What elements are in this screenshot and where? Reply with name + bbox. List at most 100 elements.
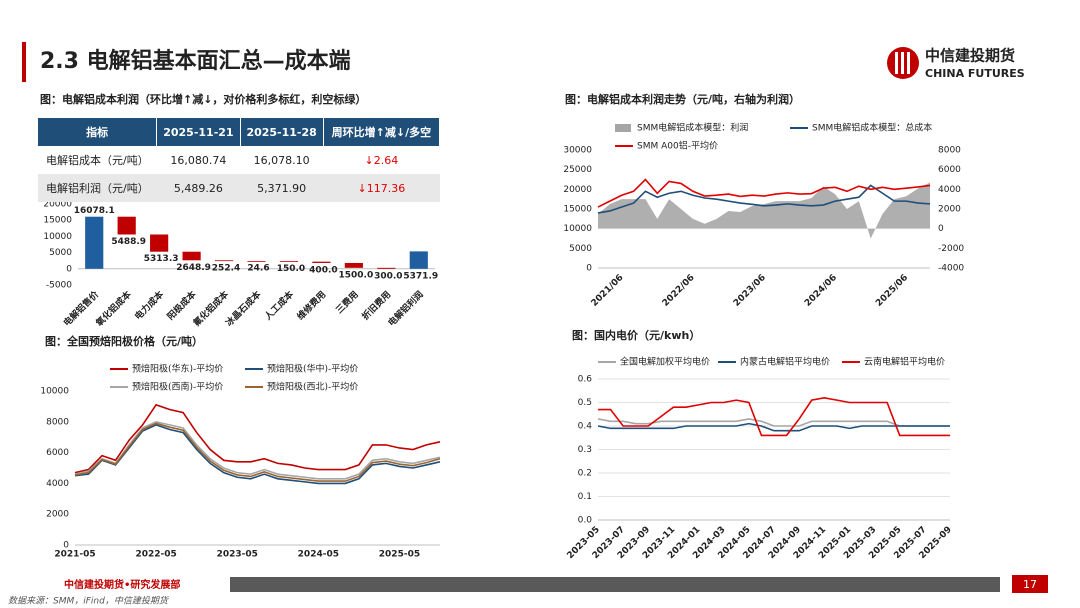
- bar: [344, 262, 363, 268]
- data-label: 16078.1: [74, 206, 115, 216]
- table-header: 2025-11-28: [240, 118, 324, 146]
- x-tick-label: 2025-05: [379, 550, 420, 560]
- table-title: 图：电解铝成本利润（环比增↑减↓，对价格利多标红，利空标绿）: [40, 92, 366, 106]
- y-tick-label: 0.5: [578, 398, 592, 408]
- x-tick-label: 2023/06: [732, 273, 768, 309]
- y-tick-label: 10000: [43, 232, 72, 242]
- bar: [279, 261, 299, 262]
- y-tick-label: 20000: [43, 200, 72, 210]
- data-label: 24.6: [247, 264, 269, 274]
- y-tick-label: 4000: [46, 479, 69, 489]
- x-tick-label: 2022/06: [661, 273, 697, 309]
- y-tick-label: 0.3: [578, 445, 592, 455]
- y-tick-label: 20000: [563, 185, 592, 195]
- table-cell: ↓117.36: [323, 174, 440, 202]
- legend-label: 全国电解加权平均电价: [620, 356, 710, 368]
- legend-label: 预焙阳极(华东)-平均价: [132, 363, 223, 375]
- y2-tick-label: -2000: [938, 244, 964, 254]
- table-header: 周环比增↑减↓/多空: [323, 118, 441, 146]
- x-tick-label: 2025/06: [874, 273, 910, 309]
- table-cell: 电解铝成本（元/吨）: [38, 146, 157, 174]
- x-tick-label: 冰晶石成本: [223, 288, 264, 329]
- legend-label: SMM电解铝成本模型：总成本: [812, 122, 932, 134]
- y2-tick-label: 2000: [938, 205, 961, 215]
- chart-title: 图：电解铝成本利润走势（元/吨，右轴为利润）: [565, 92, 800, 106]
- y-tick-label: -5000: [46, 281, 72, 291]
- y-tick-label: 15000: [43, 216, 72, 226]
- y2-tick-label: 4000: [938, 185, 961, 195]
- line: [74, 422, 441, 482]
- footer-label-bg: [60, 577, 230, 592]
- x-tick-label: 2021-05: [54, 550, 95, 560]
- bar: [214, 260, 234, 262]
- y-tick-label: 0.1: [578, 492, 592, 502]
- x-tick-label: 人工成本: [261, 288, 296, 323]
- y-tick-label: 0.4: [578, 422, 593, 432]
- x-tick-label: 2021/06: [590, 273, 626, 309]
- bar: [377, 267, 396, 269]
- logo-en: CHINA FUTURES: [925, 67, 1025, 80]
- y-tick-label: 0: [63, 541, 69, 551]
- y-tick-label: 5000: [49, 248, 72, 258]
- y-tick-label: 0: [586, 264, 592, 274]
- y-tick-label: 10000: [563, 224, 592, 234]
- bar: [85, 216, 104, 269]
- bar: [182, 251, 201, 261]
- line: [74, 403, 441, 474]
- footer-dept: 中信建投期货•研究发展部: [64, 578, 180, 591]
- line: [74, 420, 441, 480]
- y-tick-label: 30000: [563, 146, 592, 156]
- legend-label: 预焙阳极(西南)-平均价: [132, 381, 223, 393]
- x-tick-label: 折旧费用: [359, 288, 393, 322]
- data-label: 1500.0: [338, 270, 373, 280]
- x-tick-label: 电力成本: [132, 288, 167, 323]
- y-tick-label: 10000: [40, 387, 69, 397]
- y-tick-label: 0.2: [578, 469, 592, 479]
- logo-cn: 中信建投期货: [925, 47, 1015, 65]
- line: [597, 422, 950, 432]
- line: [598, 396, 950, 437]
- data-label: 5488.9: [111, 237, 146, 247]
- y-tick-label: 2000: [46, 510, 69, 520]
- legend-label: SMM电解铝成本模型：利润: [637, 122, 748, 134]
- x-tick-label: 2024-05: [298, 550, 339, 560]
- y-tick-label: 0.0: [578, 516, 593, 526]
- bar: [312, 261, 331, 263]
- logo-mark-bar: [895, 52, 898, 74]
- bar: [150, 234, 169, 252]
- y-tick-label: 8000: [46, 417, 69, 427]
- table-cell: 5,489.26: [156, 174, 241, 202]
- table-cell: 16,080.74: [156, 146, 241, 174]
- logo: 中信建投期货 CHINA FUTURES: [887, 47, 1025, 80]
- table-cell: 16,078.10: [240, 146, 324, 174]
- footer-bar: [60, 577, 1000, 592]
- y2-tick-label: 0: [938, 224, 944, 234]
- chart-title: 图：全国预焙阳极价格（元/吨）: [45, 334, 203, 348]
- data-label: 2648.9: [176, 263, 211, 273]
- slide-title: 2.3 电解铝基本面汇总—成本端: [40, 48, 351, 74]
- data-label: 5371.9: [403, 271, 438, 281]
- legend-swatch: [615, 124, 631, 132]
- chart-title: 图：国内电价（元/kwh）: [572, 328, 700, 342]
- table-header: 指标: [38, 118, 158, 146]
- table-row: 电解铝成本（元/吨） 16,080.74 16,078.10 ↓2.64: [38, 146, 440, 174]
- y-tick-label: 0.6: [578, 375, 593, 385]
- page-number: 17: [1023, 578, 1037, 591]
- x-tick-label: 2023-05: [217, 550, 258, 560]
- legend-label: 预焙阳极(华中)-平均价: [267, 363, 358, 375]
- legend-label: 内蒙古电解铝平均电价: [740, 356, 830, 368]
- table-cell: ↓2.64: [323, 146, 440, 174]
- table-header: 2025-11-21: [156, 118, 241, 146]
- x-tick-label: 维修费用: [294, 288, 328, 322]
- title-accent: [22, 42, 26, 82]
- y-tick-label: 0: [66, 264, 72, 274]
- legend-label: 云南电解铝平均电价: [864, 356, 945, 368]
- y2-tick-label: 6000: [938, 165, 961, 175]
- y2-tick-label: 8000: [938, 146, 961, 156]
- x-tick-label: 三费用: [333, 288, 361, 316]
- line: [597, 418, 950, 427]
- bar: [409, 251, 428, 269]
- legend-label: SMM A00铝-平均价: [637, 140, 718, 152]
